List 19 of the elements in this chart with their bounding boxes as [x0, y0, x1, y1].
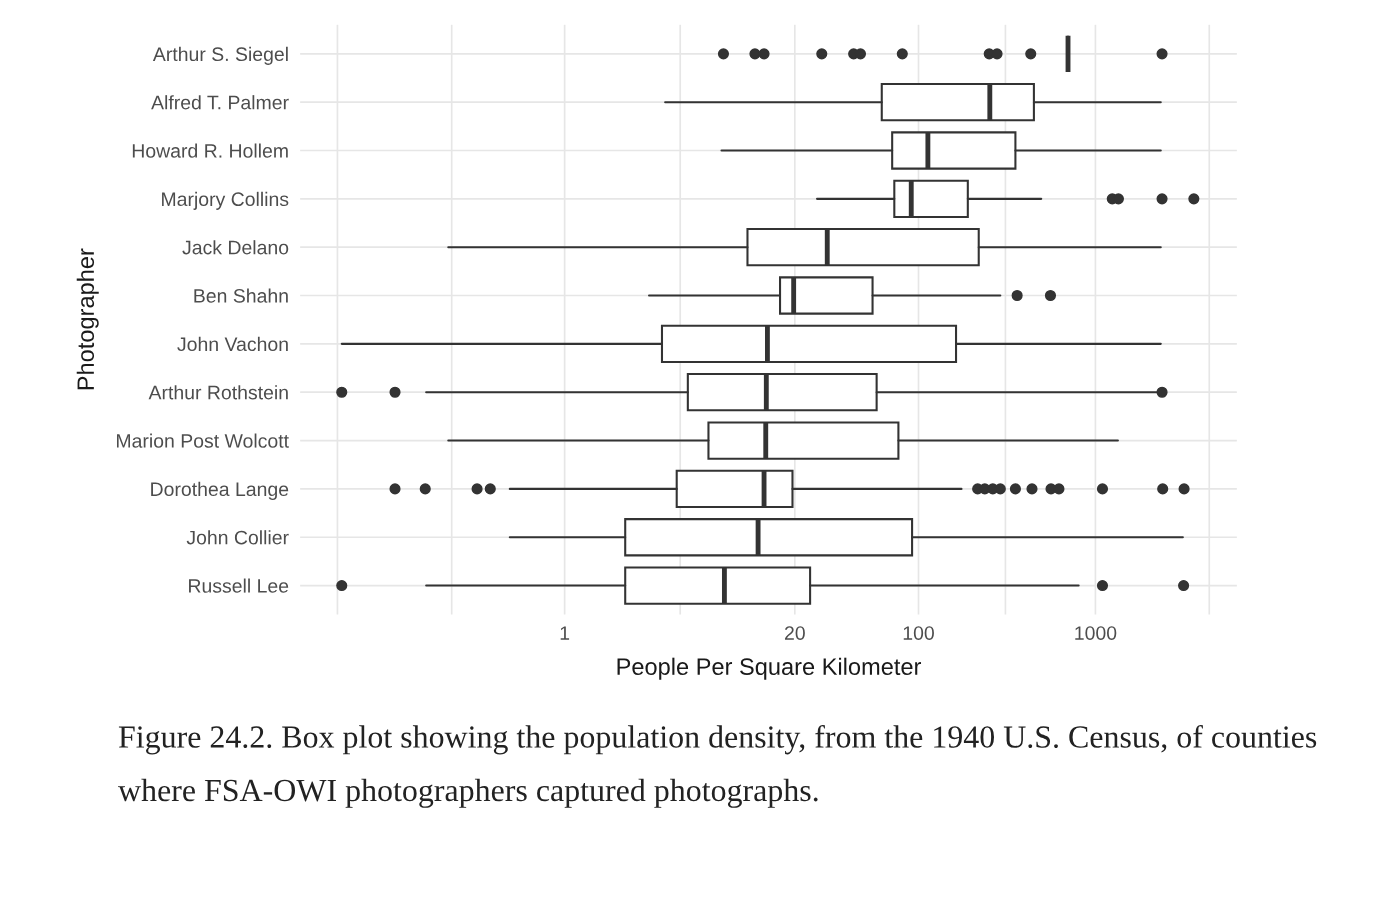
y-tick-label: Marion Post Wolcott — [117, 433, 289, 448]
y-tick-label: Arthur S. Siegel — [152, 46, 288, 65]
x-tick-label: 100 — [903, 626, 934, 640]
y-axis-title: Photographer — [76, 248, 99, 390]
x-tick-label: 1000 — [1075, 626, 1117, 640]
y-tick-label: John Vachon — [177, 336, 288, 352]
y-tick-label: Alfred T. Palmer — [151, 95, 289, 110]
y-tick-label: Russell Lee — [189, 578, 289, 593]
x-axis-title: People Per Square Kilometer — [617, 657, 922, 680]
x-tick-label: 20 — [784, 626, 805, 640]
y-tick-label: Jack Delano — [182, 240, 289, 255]
y-tick-label: John Collier — [186, 530, 289, 545]
y-tick-label: Dorothea Lange — [151, 481, 289, 500]
y-tick-label: Howard R. Hollem — [132, 143, 288, 158]
y-tick-label: Ben Shahn — [194, 288, 288, 303]
y-tick-label: Marjory Collins — [162, 191, 289, 210]
caption: Figure 24.2. Box plot showing the population density, from the 1940 U.S. Census, of counties where FSA-OWI photographers captured photographs. — [118, 725, 1317, 808]
y-tick-label: Arthur Rothstein — [148, 385, 288, 400]
x-tick-label: 1 — [560, 626, 570, 640]
